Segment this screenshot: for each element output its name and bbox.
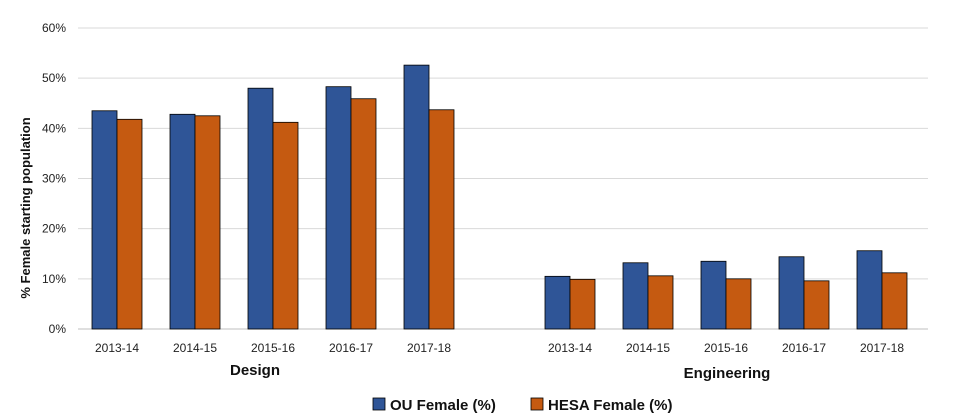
bar-ou-engineering-2013-14 [545,276,570,329]
x-tick-label: 2013-14 [548,341,592,355]
y-tick-label: 20% [42,222,66,236]
bar-chart: 0% 10% 20% 30% 40% 50% 60% % Female starting p… [0,0,960,420]
y-tick-label: 0% [49,322,67,336]
bar-hesa-engineering-2015-16 [726,279,751,329]
bar-ou-engineering-2016-17 [779,257,804,329]
x-axis: 2013-14 2014-15 2015-16 2016-17 2017-18 2013-… [95,341,904,355]
bar-ou-engineering-2014-15 [623,263,648,329]
bar-ou-design-2013-14 [92,111,117,329]
legend-swatch-ou [373,398,385,410]
y-tick-label: 40% [42,121,66,135]
x-tick-label: 2017-18 [860,341,904,355]
bar-hesa-design-2013-14 [117,119,142,329]
bars [92,65,907,329]
bar-ou-design-2014-15 [170,114,195,329]
bar-hesa-engineering-2013-14 [570,279,595,329]
x-tick-label: 2014-15 [626,341,670,355]
x-tick-label: 2015-16 [704,341,748,355]
bar-ou-engineering-2017-18 [857,251,882,329]
x-tick-label: 2015-16 [251,341,295,355]
y-axis-title: % Female starting population [18,117,33,298]
bar-ou-design-2015-16 [248,88,273,329]
bar-ou-design-2017-18 [404,65,429,329]
bar-hesa-design-2014-15 [195,116,220,329]
legend-label-ou: OU Female (%) [390,397,496,414]
x-tick-label: 2013-14 [95,341,139,355]
x-tick-label: 2016-17 [329,341,373,355]
x-tick-label: 2017-18 [407,341,451,355]
y-tick-label: 10% [42,272,66,286]
group-label-engineering: Engineering [684,365,771,382]
group-label-design: Design [230,362,280,379]
y-tick-label: 30% [42,172,66,186]
y-tick-label: 50% [42,71,66,85]
bar-hesa-engineering-2017-18 [882,273,907,329]
bar-ou-engineering-2015-16 [701,261,726,329]
bar-ou-design-2016-17 [326,87,351,329]
y-axis: 0% 10% 20% 30% 40% 50% 60% [42,21,66,336]
legend-swatch-hesa [531,398,543,410]
bar-hesa-design-2017-18 [429,110,454,329]
x-tick-label: 2014-15 [173,341,217,355]
x-tick-label: 2016-17 [782,341,826,355]
legend: OU Female (%) HESA Female (%) [373,397,672,414]
bar-hesa-design-2016-17 [351,99,376,329]
bar-hesa-engineering-2016-17 [804,281,829,329]
bar-hesa-design-2015-16 [273,122,298,329]
legend-label-hesa: HESA Female (%) [548,397,672,414]
bar-hesa-engineering-2014-15 [648,276,673,329]
y-tick-label: 60% [42,21,66,35]
